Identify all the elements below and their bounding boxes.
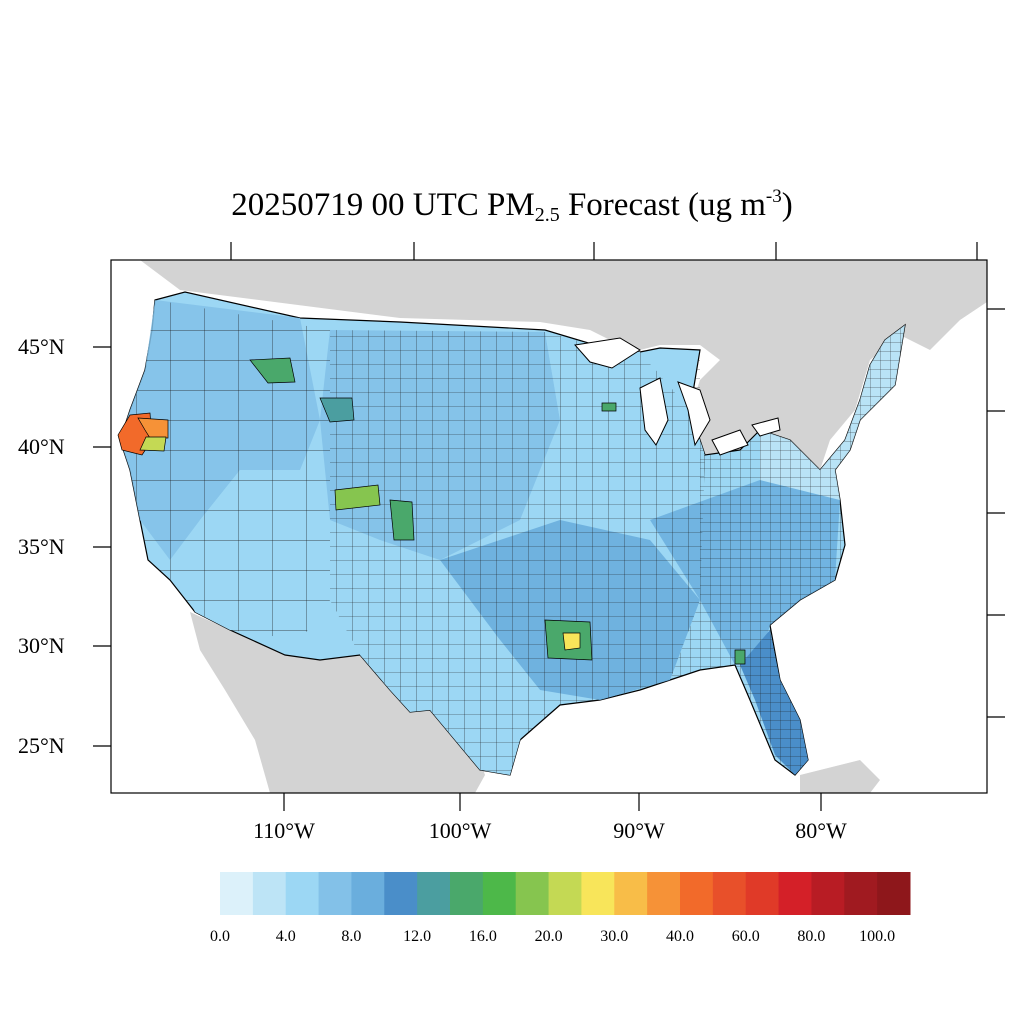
colorbar-label: 60.0 (731, 928, 760, 945)
hotspot-nevada-yellow (139, 436, 167, 452)
title-subscript: 2.5 (534, 204, 560, 226)
colorbar-swatch (581, 872, 615, 915)
colorbar-swatch (384, 872, 418, 915)
colorbar-swatch (844, 872, 878, 915)
lon-label-100: 100°W (428, 818, 492, 843)
hotspot-colorado-teal (389, 499, 415, 541)
right-ticks (987, 308, 1005, 718)
county-grid-central (330, 330, 705, 775)
lat-label-25: 25°N (18, 733, 65, 758)
title-main: 20250719 00 UTC PM (231, 187, 535, 223)
lat-label-35: 35°N (18, 534, 65, 559)
colorbar-swatch (351, 872, 385, 915)
colorbar-label: 80.0 (797, 928, 826, 945)
hotspot-wyoming (319, 397, 355, 423)
colorbar-swatch (877, 872, 911, 915)
lat-label-40: 40°N (18, 434, 65, 459)
colorbar-label: 16.0 (468, 928, 497, 945)
colorbar-swatch (548, 872, 582, 915)
canada-landmass (140, 260, 987, 470)
title-superscript: -3 (765, 186, 782, 207)
hotspot-florida (734, 649, 746, 665)
caribbean-islands (800, 760, 880, 793)
lat-label-45: 45°N (18, 334, 65, 359)
colorbar-swatch (745, 872, 780, 915)
colorbar-swatch (811, 872, 845, 915)
colorbar-swatch (220, 872, 254, 915)
colorbar-label: 40.0 (666, 928, 694, 945)
colorbar-swatch (614, 872, 648, 915)
bottom-ticks (283, 793, 822, 811)
lat-label-30: 30°N (18, 633, 65, 658)
colorbar-swatch (712, 872, 747, 915)
map-title: 20250719 00 UTC PM2.5 Forecast (ug m-3) (0, 186, 1024, 227)
colorbar-label: 12.0 (403, 928, 432, 945)
colorbar (220, 872, 911, 915)
hotspot-louisiana-yellow (562, 632, 581, 651)
colorbar-swatch (417, 872, 451, 915)
colorbar-label: 30.0 (600, 928, 629, 945)
county-grid-east (670, 325, 905, 775)
left-ticks (93, 346, 111, 747)
colorbar-swatch (285, 872, 320, 915)
colorbar-swatch (252, 872, 287, 915)
colorbar-swatch (778, 872, 812, 915)
colorbar-swatch (482, 872, 517, 915)
hotspot-minnesota (601, 402, 617, 412)
colorbar-swatch (647, 872, 681, 915)
title-units: Forecast (ug m (559, 187, 766, 223)
colorbar-swatch (450, 872, 484, 915)
colorbar-swatch (318, 872, 352, 915)
colorbar-swatch (680, 872, 714, 915)
colorbar-label: 0.0 (210, 928, 230, 945)
mexico-landmass (190, 612, 485, 793)
map-frame (110, 259, 988, 794)
colorbar-label: 20.0 (534, 928, 563, 945)
lon-label-110: 110°W (253, 818, 315, 843)
colorbar-label: 100.0 (859, 928, 896, 945)
great-lakes (574, 337, 781, 456)
colorbar-label: 4.0 (275, 928, 296, 945)
hotspot-colorado-green (334, 484, 381, 511)
title-close: ) (781, 187, 793, 223)
lon-label-90: 90°W (613, 818, 665, 843)
county-grid-west (120, 300, 330, 640)
lon-label-80: 80°W (795, 818, 847, 843)
colorbar-label: 8.0 (341, 928, 362, 945)
top-ticks (230, 242, 978, 260)
colorbar-swatch (515, 872, 550, 915)
hotspot-montana (249, 357, 296, 384)
